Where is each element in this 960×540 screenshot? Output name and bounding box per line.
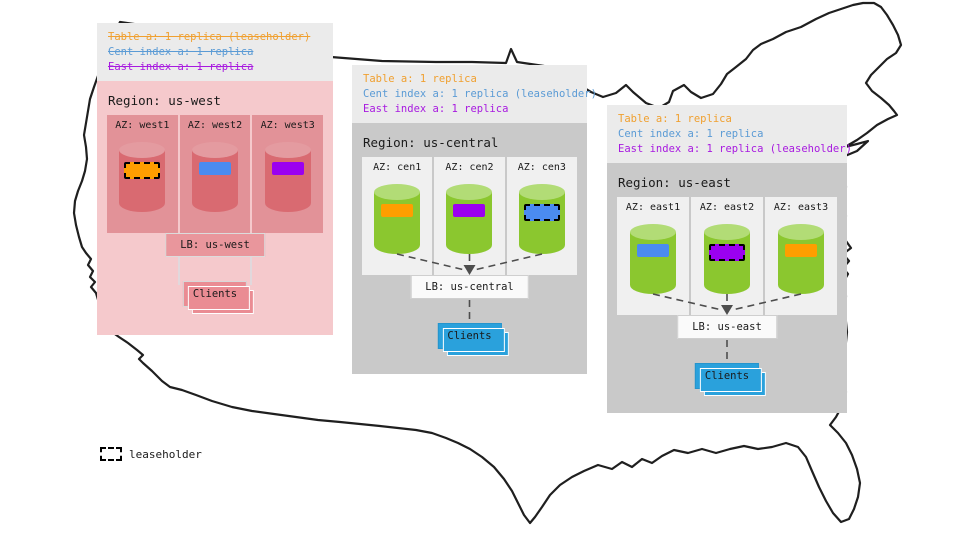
cylinder-top xyxy=(374,184,421,200)
database-cylinder-icon xyxy=(778,224,824,294)
database-cylinder-icon xyxy=(119,142,166,212)
cylinder-body xyxy=(192,150,238,212)
region-title: Region: us-east xyxy=(618,175,731,190)
database-cylinder-icon xyxy=(704,224,750,294)
az-label: AZ: east3 xyxy=(773,202,829,213)
load-balancer-box: LB: us-west xyxy=(165,233,265,257)
replica-chip xyxy=(453,204,486,217)
cylinder-body xyxy=(264,150,311,212)
annotation-east-index: East index a: 1 replica xyxy=(108,61,254,73)
region-body: Region: us-central AZ: cen1 AZ: cen2 xyxy=(352,123,587,374)
cylinder-body xyxy=(704,232,750,294)
cylinder-body xyxy=(119,150,166,212)
region-panel-us-central: Table a: 1 replica Cent index a: 1 repli… xyxy=(352,65,597,374)
az-label: AZ: cen1 xyxy=(373,162,422,173)
az-box: AZ: west3 xyxy=(252,115,324,233)
cylinder-body xyxy=(518,192,565,254)
az-label: AZ: west1 xyxy=(115,120,170,131)
region-title: Region: us-central xyxy=(363,135,499,150)
annotation-cent-index: Cent index a: 1 replica (leaseholder) xyxy=(363,88,597,100)
az-box: AZ: cen1 xyxy=(362,157,433,275)
database-cylinder-icon xyxy=(374,184,421,254)
cylinder-body xyxy=(630,232,676,294)
cylinder-body xyxy=(374,192,421,254)
region-panel-us-east: Table a: 1 replica Cent index a: 1 repli… xyxy=(607,105,852,413)
cylinder-body xyxy=(446,192,493,254)
cylinder-top xyxy=(119,142,166,158)
replica-annotations: Table a: 1 replica Cent index a: 1 repli… xyxy=(352,65,597,123)
az-label: AZ: cen3 xyxy=(517,162,566,173)
az-row: AZ: west1 AZ: west2 AZ: west3 xyxy=(107,115,324,233)
az-label: AZ: cen2 xyxy=(445,162,494,173)
replica-annotations: Table a: 1 replica Cent index a: 1 repli… xyxy=(607,105,852,163)
clients-box: Clients xyxy=(437,323,502,349)
cylinder-top xyxy=(446,184,493,200)
annotation-east-index: East index a: 1 replica (leaseholder) xyxy=(618,143,852,155)
load-balancer-box: LB: us-east xyxy=(677,315,777,339)
az-label: AZ: west2 xyxy=(187,120,243,131)
region-panel-us-west: Table a: 1 replica (leaseholder) Cent in… xyxy=(97,23,333,335)
az-box: AZ: west2 xyxy=(179,115,251,233)
replica-chip xyxy=(199,162,231,175)
cylinder-top xyxy=(264,142,311,158)
cylinder-top xyxy=(778,224,824,240)
az-label: AZ: east1 xyxy=(625,202,681,213)
replica-chip xyxy=(785,244,817,257)
database-cylinder-icon xyxy=(446,184,493,254)
az-row: AZ: east1 AZ: east2 AZ: east3 xyxy=(617,197,837,315)
leaseholder-swatch-icon xyxy=(100,447,122,461)
cylinder-top xyxy=(192,142,238,158)
replica-chip xyxy=(381,204,414,217)
annotation-table-a: Table a: 1 replica xyxy=(618,113,732,125)
database-cylinder-icon xyxy=(264,142,311,212)
annotation-cent-index: Cent index a: 1 replica xyxy=(108,46,254,58)
replica-chip xyxy=(523,204,560,221)
clients-box: Clients xyxy=(694,363,760,389)
database-cylinder-icon xyxy=(630,224,676,294)
load-balancer-box: LB: us-central xyxy=(410,275,529,299)
replica-annotations: Table a: 1 replica (leaseholder) Cent in… xyxy=(97,23,333,81)
az-box: AZ: cen2 xyxy=(434,157,505,275)
replica-chip xyxy=(124,162,161,179)
annotation-cent-index: Cent index a: 1 replica xyxy=(618,128,764,140)
replica-chip xyxy=(709,244,745,261)
annotation-table-a: Table a: 1 replica xyxy=(363,73,477,85)
az-box: AZ: east1 xyxy=(617,197,689,315)
replica-chip xyxy=(271,162,304,175)
leaseholder-legend-label: leaseholder xyxy=(129,447,202,461)
region-body: Region: us-west AZ: west1 AZ: west2 xyxy=(97,81,333,335)
database-cylinder-icon xyxy=(518,184,565,254)
region-body: Region: us-east AZ: east1 AZ: east2 xyxy=(607,163,847,413)
az-box: AZ: west1 xyxy=(107,115,178,233)
az-box: AZ: east2 xyxy=(691,197,763,315)
cylinder-top xyxy=(704,224,750,240)
az-label: AZ: west3 xyxy=(260,120,315,131)
cylinder-top xyxy=(518,184,565,200)
az-box: AZ: cen3 xyxy=(506,157,577,275)
az-label: AZ: east2 xyxy=(699,202,755,213)
az-box: AZ: east3 xyxy=(765,197,837,315)
annotation-east-index: East index a: 1 replica xyxy=(363,103,509,115)
az-row: AZ: cen1 AZ: cen2 AZ: cen3 xyxy=(362,157,577,275)
replica-chip xyxy=(637,244,669,257)
annotation-table-a: Table a: 1 replica (leaseholder) xyxy=(108,31,311,43)
cylinder-top xyxy=(630,224,676,240)
database-cylinder-icon xyxy=(192,142,238,212)
region-title: Region: us-west xyxy=(108,93,221,108)
cylinder-body xyxy=(778,232,824,294)
leaseholder-legend: leaseholder xyxy=(100,447,202,461)
clients-box: Clients xyxy=(182,281,248,307)
